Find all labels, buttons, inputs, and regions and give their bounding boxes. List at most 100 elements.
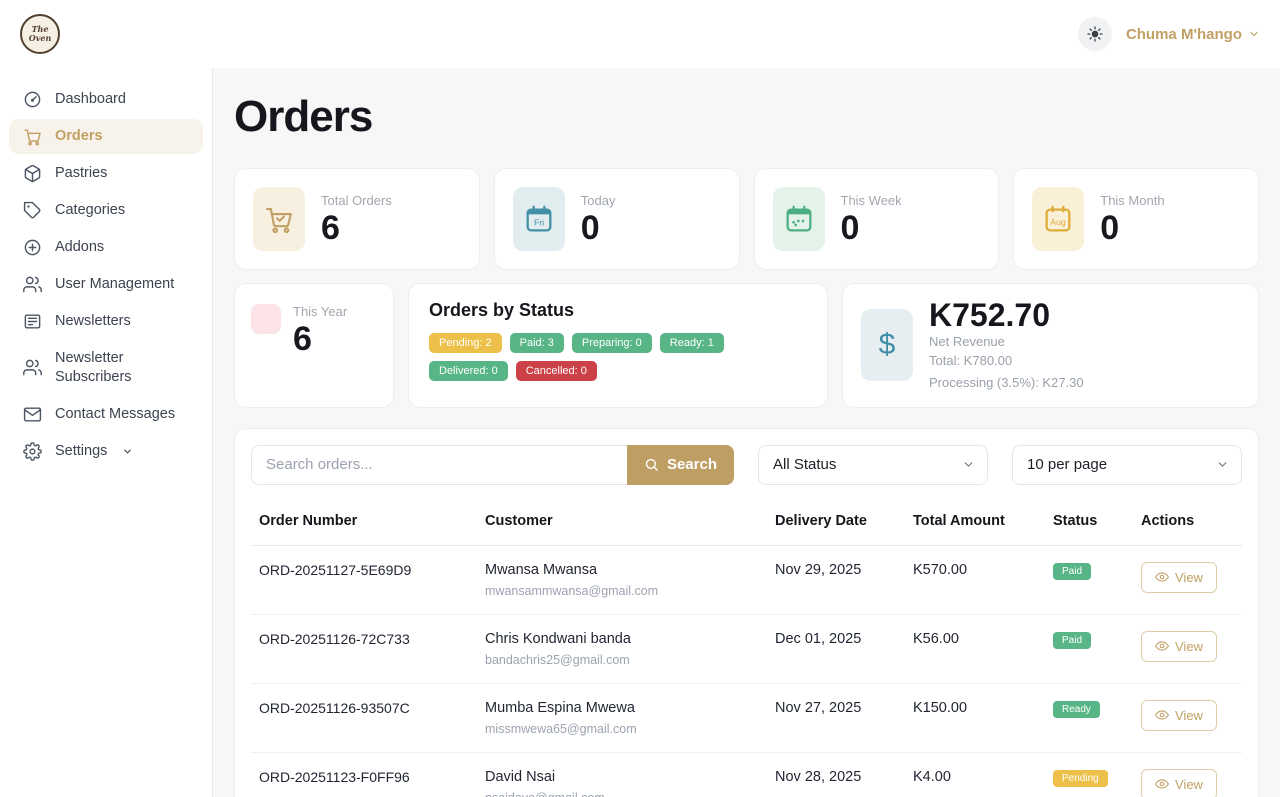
revenue-total: Total: K780.00 bbox=[929, 353, 1013, 369]
order-number-cell: ORD-20251126-72C733 bbox=[251, 614, 477, 684]
orders-table: Order Number Customer Delivery Date Tota… bbox=[251, 502, 1242, 797]
user-menu-button[interactable]: Chuma M'hango bbox=[1126, 26, 1260, 43]
net-revenue-amount: K752.70 bbox=[929, 297, 1050, 333]
chevron-down-icon bbox=[1248, 28, 1260, 40]
total-amount-cell: K150.00 bbox=[905, 683, 1045, 753]
orders-table-card: Search All Status 10 per page bbox=[234, 427, 1259, 797]
chevron-down-icon bbox=[1216, 458, 1229, 471]
customer-email: bandachris25@gmail.com bbox=[485, 652, 630, 667]
search-icon bbox=[644, 457, 659, 472]
sidebar-item-categories[interactable]: Categories bbox=[9, 193, 203, 228]
status-badge: Paid bbox=[1053, 562, 1092, 580]
search-button[interactable]: Search bbox=[626, 444, 734, 485]
sidebar-item-contact-messages[interactable]: Contact Messages bbox=[9, 397, 203, 432]
status-summary-badge: Delivered: 0 bbox=[429, 361, 508, 381]
status-badge: Pending bbox=[1053, 769, 1108, 787]
eye-icon bbox=[1155, 708, 1169, 722]
sidebar-item-newsletter-subscribers[interactable]: Newsletter Subscribers bbox=[9, 341, 203, 395]
order-number-cell: ORD-20251127-5E69D9 bbox=[251, 545, 477, 615]
stat-value: 6 bbox=[321, 209, 340, 247]
search-input[interactable] bbox=[251, 444, 627, 485]
calendar-week-icon bbox=[772, 187, 825, 251]
view-button[interactable]: View bbox=[1141, 768, 1217, 797]
orders-by-status-card: Orders by Status Pending: 2 Paid: 3 Prep… bbox=[408, 283, 828, 408]
bakery-logo[interactable]: The Oven bbox=[20, 14, 60, 54]
col-header-actions: Actions bbox=[1133, 502, 1242, 546]
top-header: The Oven Chuma M'hango bbox=[0, 0, 1280, 68]
mail-icon bbox=[23, 405, 42, 424]
svg-text:Fri: Fri bbox=[534, 218, 544, 228]
stat-card-this-year: This Year 6 bbox=[234, 283, 394, 408]
users-icon bbox=[23, 358, 42, 377]
plus-circle-icon bbox=[23, 238, 42, 257]
package-icon bbox=[23, 164, 42, 183]
stat-label: Today bbox=[580, 193, 616, 208]
status-badges: Pending: 2 Paid: 3 Preparing: 0 Ready: 1… bbox=[429, 333, 807, 381]
cart-check-icon bbox=[253, 187, 305, 251]
calendar-day-icon: Fri bbox=[512, 187, 565, 251]
view-button[interactable]: View bbox=[1141, 561, 1217, 593]
status-summary-badge: Pending: 2 bbox=[429, 333, 502, 353]
stat-label: Total Orders bbox=[321, 193, 392, 208]
status-filter-select[interactable]: All Status bbox=[758, 444, 988, 485]
user-name: Chuma M'hango bbox=[1125, 25, 1242, 43]
sidebar-item-newsletters[interactable]: Newsletters bbox=[9, 304, 203, 339]
sidebar-item-user-management[interactable]: User Management bbox=[9, 267, 203, 302]
newspaper-icon bbox=[23, 312, 42, 331]
eye-icon bbox=[1155, 570, 1169, 584]
sidebar-item-pastries[interactable]: Pastries bbox=[9, 156, 203, 191]
col-header-customer: Customer bbox=[477, 502, 767, 546]
delivery-date-cell: Nov 28, 2025 bbox=[767, 752, 905, 797]
order-number-cell: ORD-20251126-93507C bbox=[251, 683, 477, 753]
tag-icon bbox=[23, 201, 42, 220]
customer-name: Mwansa Mwansa bbox=[485, 561, 598, 578]
calendar-month-icon: Aug bbox=[1032, 187, 1085, 251]
year-icon bbox=[251, 304, 281, 334]
revenue-processing: Processing (3.5%): K27.30 bbox=[929, 374, 1084, 390]
status-summary-badge: Paid: 3 bbox=[509, 333, 564, 353]
sidebar-item-orders[interactable]: Orders bbox=[9, 119, 203, 154]
status-badge: Ready bbox=[1053, 700, 1100, 718]
chevron-down-icon bbox=[962, 458, 975, 471]
chevron-down-icon bbox=[122, 446, 133, 457]
eye-icon bbox=[1155, 777, 1169, 791]
stat-card-total-orders: Total Orders 6 bbox=[234, 168, 480, 270]
total-amount-cell: K56.00 bbox=[905, 614, 1045, 684]
stat-label: This Week bbox=[840, 193, 902, 208]
gauge-icon bbox=[23, 90, 42, 109]
customer-email: mwansammwansa@gmail.com bbox=[485, 583, 659, 598]
page-title: Orders bbox=[234, 92, 373, 141]
status-summary-badge: Ready: 1 bbox=[659, 333, 724, 353]
col-header-order-number: Order Number bbox=[251, 502, 477, 546]
stat-label: This Month bbox=[1100, 193, 1165, 208]
search-group: Search bbox=[251, 444, 734, 485]
page-size-select[interactable]: 10 per page bbox=[1012, 444, 1242, 485]
delivery-date-cell: Dec 01, 2025 bbox=[767, 614, 905, 684]
stat-value: 0 bbox=[1100, 209, 1120, 247]
table-row: ORD-20251126-93507C Mumba Espina Mwewa m… bbox=[251, 683, 1242, 753]
sidebar-item-settings[interactable]: Settings bbox=[9, 434, 203, 469]
logo-text-top: The bbox=[31, 24, 49, 35]
revenue-card: $ K752.70 Net Revenue Total: K780.00 Pro… bbox=[842, 283, 1259, 408]
view-button[interactable]: View bbox=[1141, 699, 1217, 731]
stat-value: 0 bbox=[580, 209, 600, 247]
sidebar: Dashboard Orders Pastries Categories Add… bbox=[0, 68, 213, 797]
net-revenue-label: Net Revenue bbox=[929, 334, 1005, 350]
view-button[interactable]: View bbox=[1141, 630, 1217, 662]
status-summary-badge: Preparing: 0 bbox=[571, 333, 652, 353]
sidebar-item-addons[interactable]: Addons bbox=[9, 230, 203, 265]
total-amount-cell: K570.00 bbox=[905, 545, 1045, 615]
main-content: Orders Total Orders 6 Fri Today 0 bbox=[213, 68, 1280, 797]
status-badge: Paid bbox=[1053, 631, 1092, 649]
dollar-icon: $ bbox=[861, 309, 913, 382]
status-card-title: Orders by Status bbox=[429, 300, 575, 320]
status-summary-badge: Cancelled: 0 bbox=[515, 361, 597, 381]
sidebar-item-dashboard[interactable]: Dashboard bbox=[9, 82, 203, 117]
customer-name: David Nsai bbox=[485, 768, 556, 785]
customer-name: Mumba Espina Mwewa bbox=[485, 699, 635, 716]
order-number-cell: ORD-20251123-F0FF96 bbox=[251, 752, 477, 797]
theme-toggle-button[interactable] bbox=[1077, 17, 1112, 51]
svg-text:Aug: Aug bbox=[1051, 217, 1067, 227]
table-row: ORD-20251126-72C733 Chris Kondwani banda… bbox=[251, 614, 1242, 684]
gear-icon bbox=[23, 441, 42, 461]
